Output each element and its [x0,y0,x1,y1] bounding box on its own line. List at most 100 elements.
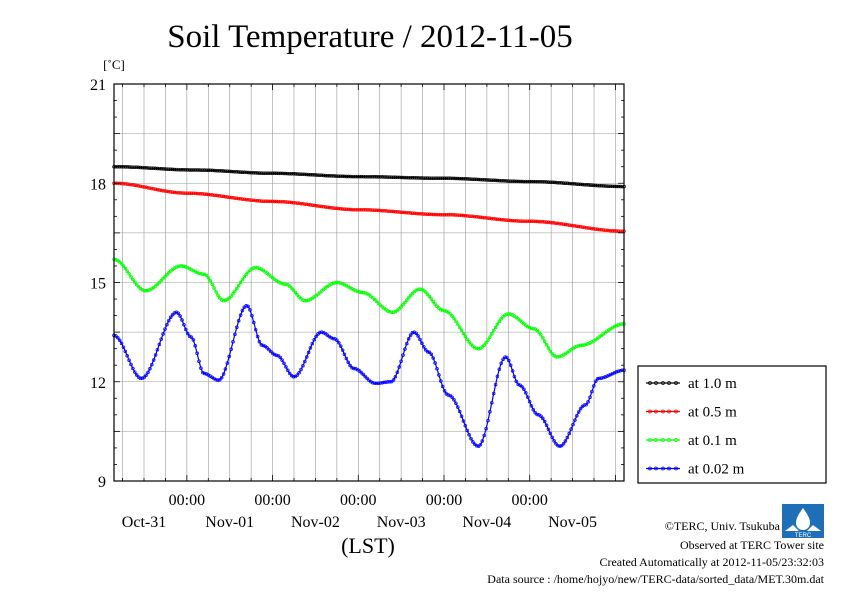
data-point [582,403,587,407]
data-point [231,339,235,344]
data-point [563,222,568,227]
data-point [295,373,299,377]
data-point [225,361,230,365]
data-point [163,167,167,171]
data-point [488,216,492,221]
data-point [565,181,570,186]
data-point [123,182,128,186]
data-point [227,354,231,359]
data-point [595,376,600,381]
data-point [259,199,264,203]
data-point [131,183,135,187]
data-point [531,327,536,331]
data-point [461,331,466,336]
data-point [242,170,247,175]
data-point [444,212,449,217]
data-point [159,188,163,193]
data-point [533,410,537,415]
data-point [384,209,388,213]
data-point [561,222,566,226]
legend-marker [654,466,658,471]
data-point [221,169,226,173]
data-point [238,197,243,201]
data-point [129,165,133,169]
data-point [312,173,316,177]
data-point [418,211,422,216]
data-point [320,330,324,334]
data-point [542,220,547,224]
data-point [588,395,592,399]
data-point [159,337,163,341]
data-point [299,201,303,206]
data-point [548,220,553,225]
data-point [144,185,148,190]
data-point [174,265,179,269]
data-point [265,171,269,176]
data-point [607,228,611,233]
data-point [612,184,617,189]
data-point [533,179,537,184]
data-point [255,266,260,270]
data-point [189,191,194,195]
data-point [257,340,262,344]
data-point [155,282,160,287]
data-point [286,200,290,204]
data-point [406,337,411,341]
series-line [114,182,624,232]
data-point [176,311,180,315]
data-point [204,168,209,172]
observed-text: Observed at TERC Tower site [680,538,824,552]
data-point [403,300,407,305]
data-point [558,444,562,449]
data-point [163,327,167,331]
data-point [490,400,494,405]
data-point [331,281,335,285]
data-point [548,349,553,353]
data-point [252,198,256,203]
data-point [588,183,592,187]
data-point [535,412,539,417]
data-point [478,442,483,447]
data-point [493,382,498,387]
data-point [482,215,486,220]
data-point [386,380,390,384]
data-point [609,184,613,189]
data-point [276,353,281,358]
data-point [535,179,539,184]
data-point [223,298,228,303]
data-point [524,391,528,395]
data-point [403,347,407,351]
data-point [240,308,245,313]
data-point [471,214,475,219]
data-point [210,168,214,173]
data-point [180,318,184,322]
data-point [127,165,131,169]
data-point [185,265,190,270]
data-point [531,408,536,412]
data-point [303,172,307,177]
data-point [422,345,426,349]
data-point [442,389,447,393]
data-point [270,171,275,176]
copyright-text: ©TERC, Univ. Tsukuba [665,519,781,533]
data-point [427,350,432,354]
data-point [491,178,496,183]
data-point [178,264,182,268]
data-point [291,374,296,379]
data-point [520,179,524,184]
data-point [295,172,299,176]
data-point [248,198,252,202]
data-point [187,334,192,339]
data-point [571,223,575,228]
data-point [376,175,381,179]
data-point [405,210,409,215]
data-point [539,180,543,184]
data-point [355,174,360,179]
data-point [539,219,543,224]
data-point [116,335,120,340]
data-point [514,179,519,184]
data-point [605,184,609,188]
data-point [338,207,343,211]
data-point [304,298,309,303]
data-point [595,227,600,232]
